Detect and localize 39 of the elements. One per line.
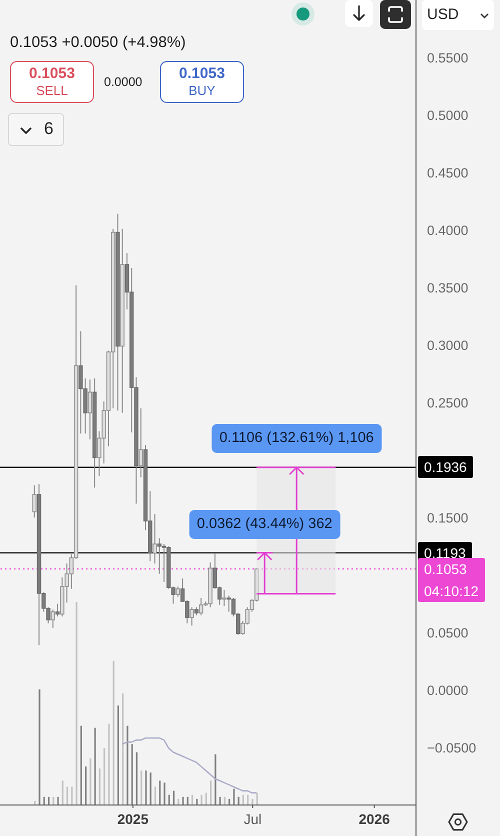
candlestick [50, 609, 56, 628]
dropdown-button: 6 [8, 113, 64, 146]
y-tick-label: 0.0500 [427, 625, 468, 640]
ref-line-label: 0.1053 [424, 560, 467, 577]
ref-line-label: 0.1193 [424, 544, 466, 561]
y-tick-label: 0.4000 [427, 222, 468, 238]
candlestick [138, 408, 143, 478]
annotation: 0.1053 [29, 65, 75, 83]
annotation: 0.0000 [104, 75, 142, 89]
annotation: SELL [36, 83, 68, 99]
y-tick-label: 0.0000 [427, 682, 468, 698]
annotation: 0.1053 [179, 65, 225, 83]
x-tick-label: 2026 [358, 810, 390, 827]
buy-button: 0.1053 BUY [160, 61, 244, 103]
candlestick [190, 606, 194, 626]
ref-line-label: 0.1936 [424, 459, 467, 476]
y-tick-label: 0.1500 [427, 510, 468, 526]
candlestick [176, 586, 180, 598]
candlestick [222, 589, 226, 607]
annotation: 0.0362 (43.44%) 362 [196, 516, 332, 532]
text: 0.1053 +0.0050 (+4.98%) [10, 34, 186, 51]
candlestick [88, 379, 92, 440]
x-tick-label: Jul [244, 810, 262, 827]
candlestick [32, 484, 36, 518]
y-tick-label: 0.3500 [427, 280, 468, 296]
y-tick-label: 0.4500 [427, 165, 468, 180]
sell-button: 0.1053 SELL [10, 61, 94, 103]
currency-dropdown: USD [422, 0, 494, 30]
candlestick [152, 514, 157, 564]
y-tick-label: 0.5000 [427, 108, 468, 123]
y-tick-label: 0.2500 [427, 395, 468, 410]
y-tick-label: 0.3000 [427, 338, 468, 353]
text: 04:10:12 [424, 582, 478, 599]
annotation: 0.1106 (132.61%) 1,106 [219, 430, 374, 446]
y-tick-label: −0.0500 [427, 740, 476, 756]
x-tick-label: 2025 [117, 810, 149, 827]
y-tick-label: 0.5500 [427, 50, 468, 66]
annotation: BUY [188, 83, 216, 99]
annotation: 6 [44, 119, 54, 139]
